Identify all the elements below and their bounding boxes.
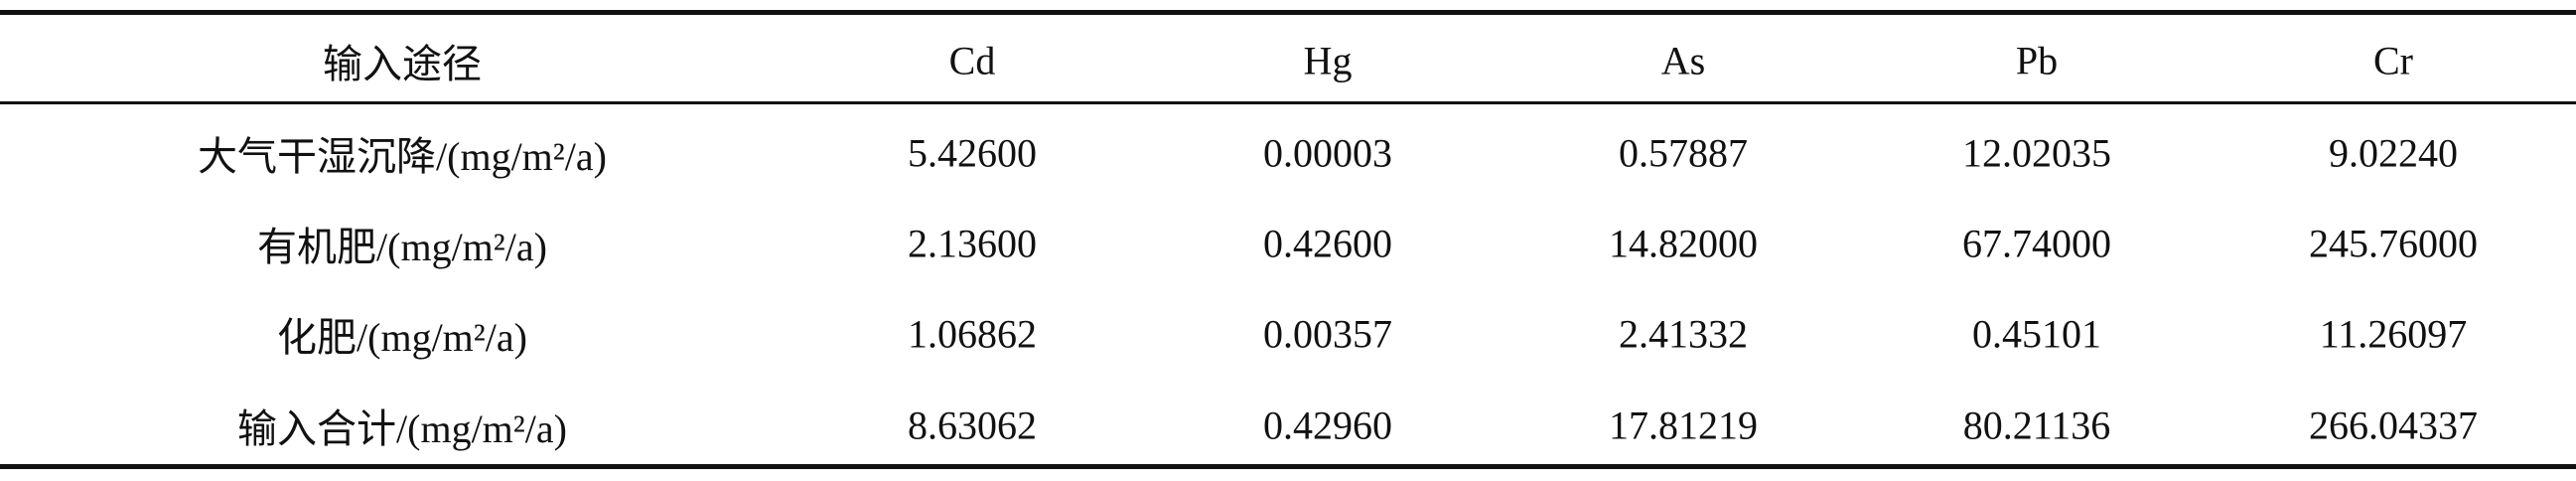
row-label: 化肥/(mg/m²/a)	[277, 315, 527, 360]
table-cell: 2.13600	[908, 221, 1037, 266]
table-cell: 12.02035	[1962, 130, 2111, 176]
header-cell: As	[1660, 38, 1706, 83]
header-cell: Cr	[2373, 38, 2413, 83]
table-cell: 9.02240	[2329, 130, 2458, 176]
row-label: 有机肥/(mg/m²/a)	[257, 225, 547, 269]
header-cell: Cd	[948, 38, 996, 83]
table-cell: 2.41332	[1619, 311, 1748, 357]
table-cell: 1.06862	[908, 311, 1037, 357]
table-cell: 0.00357	[1263, 311, 1392, 357]
table-cell: 0.42600	[1263, 221, 1392, 266]
header-cell: Pb	[2015, 38, 2059, 83]
table-cell: 0.45101	[1972, 311, 2101, 357]
table-cell: 5.42600	[908, 130, 1037, 176]
top-rule	[0, 10, 2576, 15]
header-cell: Hg	[1303, 38, 1353, 83]
table-cell: 14.82000	[1609, 221, 1758, 266]
bottom-rule	[0, 464, 2576, 469]
row-label: 大气干湿沉降/(mg/m²/a)	[198, 134, 607, 179]
table-cell: 17.81219	[1609, 402, 1758, 448]
row-label: 输入合计/(mg/m²/a)	[237, 406, 567, 451]
table-cell: 8.63062	[908, 402, 1037, 448]
table-cell: 11.26097	[2319, 311, 2468, 357]
table-cell: 0.42960	[1263, 402, 1392, 448]
table-cell: 67.74000	[1962, 221, 2111, 266]
header-rule	[0, 101, 2576, 104]
header-cell: 输入途径	[323, 42, 482, 86]
table-cell: 0.57887	[1619, 130, 1748, 176]
table-cell: 80.21136	[1962, 402, 2111, 448]
table-cell: 266.04337	[2309, 402, 2478, 448]
table-cell: 0.00003	[1263, 130, 1392, 176]
table-cell: 245.76000	[2309, 221, 2478, 266]
